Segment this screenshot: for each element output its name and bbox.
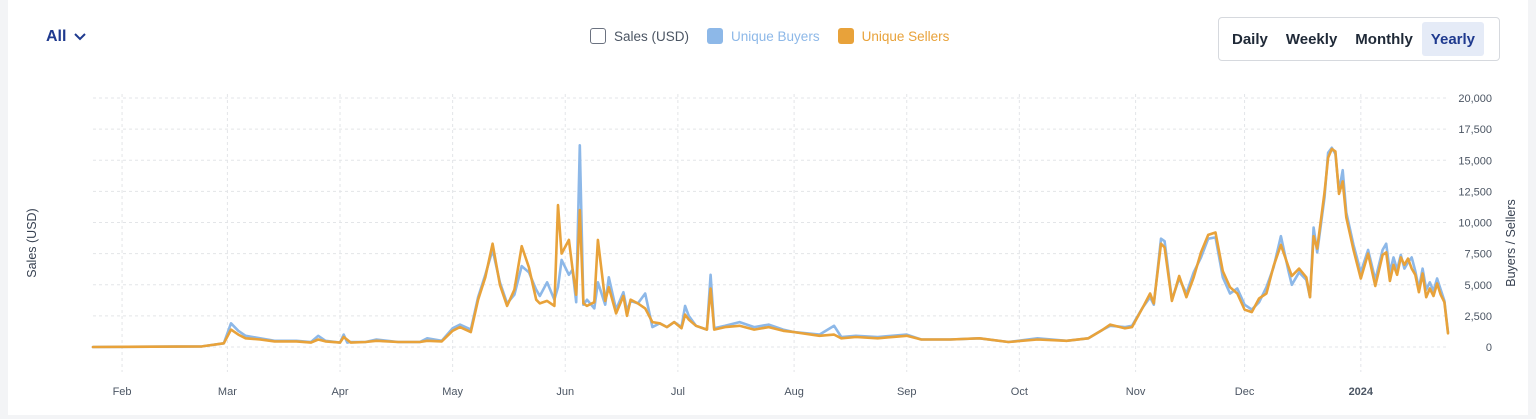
chart-legend: Sales (USD) Unique Buyers Unique Sellers xyxy=(590,28,949,44)
x-tick-label: Feb xyxy=(113,386,132,398)
x-tick-label: Dec xyxy=(1235,386,1255,398)
legend-label-buyers: Unique Buyers xyxy=(731,28,820,44)
buyers-checkbox[interactable] xyxy=(707,28,724,44)
y-tick-label: 20,000 xyxy=(1458,93,1492,105)
legend-item-unique-sellers[interactable]: Unique Sellers xyxy=(837,28,950,44)
timeframe-monthly-button[interactable]: Monthly xyxy=(1355,30,1413,48)
sellers-checkbox[interactable] xyxy=(837,28,854,44)
legend-item-sales[interactable]: Sales (USD) xyxy=(590,28,689,44)
filter-label: All xyxy=(46,28,67,45)
y-tick-label: 12,500 xyxy=(1458,186,1492,198)
timeframe-selector: Daily Weekly Monthly Yearly xyxy=(1218,17,1500,61)
y-tick-label: 0 xyxy=(1486,342,1492,354)
y-tick-label: 17,500 xyxy=(1458,124,1492,136)
series-line-unique-sellers xyxy=(91,147,1450,349)
x-tick-label: Nov xyxy=(1126,386,1146,398)
chart-panel xyxy=(8,0,1528,415)
legend-item-unique-buyers[interactable]: Unique Buyers xyxy=(707,28,820,44)
series-lines xyxy=(91,144,1450,349)
x-tick-label: Jun xyxy=(556,386,574,398)
collection-filter-dropdown[interactable]: All xyxy=(46,28,87,46)
y-axis-ticks: 20,000 17,500 15,000 12,500 10,000 7,500 5,000… xyxy=(1458,93,1492,354)
x-tick-label: Jul xyxy=(671,386,685,398)
x-tick-label: Mar xyxy=(218,386,237,398)
x-tick-label: Oct xyxy=(1011,386,1028,398)
timeframe-yearly-button[interactable]: Yearly xyxy=(1421,22,1485,56)
x-tick-label: May xyxy=(442,386,463,398)
y-axis-right-title: Buyers / Sellers xyxy=(1504,199,1518,287)
y-tick-label: 2,500 xyxy=(1464,311,1492,323)
x-tick-label: Apr xyxy=(331,386,348,398)
y-tick-label: 7,500 xyxy=(1464,249,1492,261)
x-axis-ticks: Feb Mar Apr May Jun Jul Aug Sep Oct Nov Dec 2024 xyxy=(113,386,1374,398)
y-tick-label: 10,000 xyxy=(1458,218,1492,230)
y-tick-label: 5,000 xyxy=(1464,280,1492,292)
legend-label-sales: Sales (USD) xyxy=(614,28,690,44)
y-tick-label: 15,000 xyxy=(1458,155,1492,167)
chevron-down-icon xyxy=(74,33,87,41)
x-tick-label: Sep xyxy=(897,386,917,398)
grid-lines xyxy=(93,94,1448,372)
sales-checkbox[interactable] xyxy=(590,28,606,44)
legend-label-sellers: Unique Sellers xyxy=(861,28,950,44)
x-tick-label: Aug xyxy=(784,386,804,398)
timeframe-weekly-button[interactable]: Weekly xyxy=(1285,30,1338,48)
y-axis-left-title: Sales (USD) xyxy=(25,208,39,277)
x-tick-label: 2024 xyxy=(1349,386,1374,398)
timeframe-daily-button[interactable]: Daily xyxy=(1232,30,1268,48)
